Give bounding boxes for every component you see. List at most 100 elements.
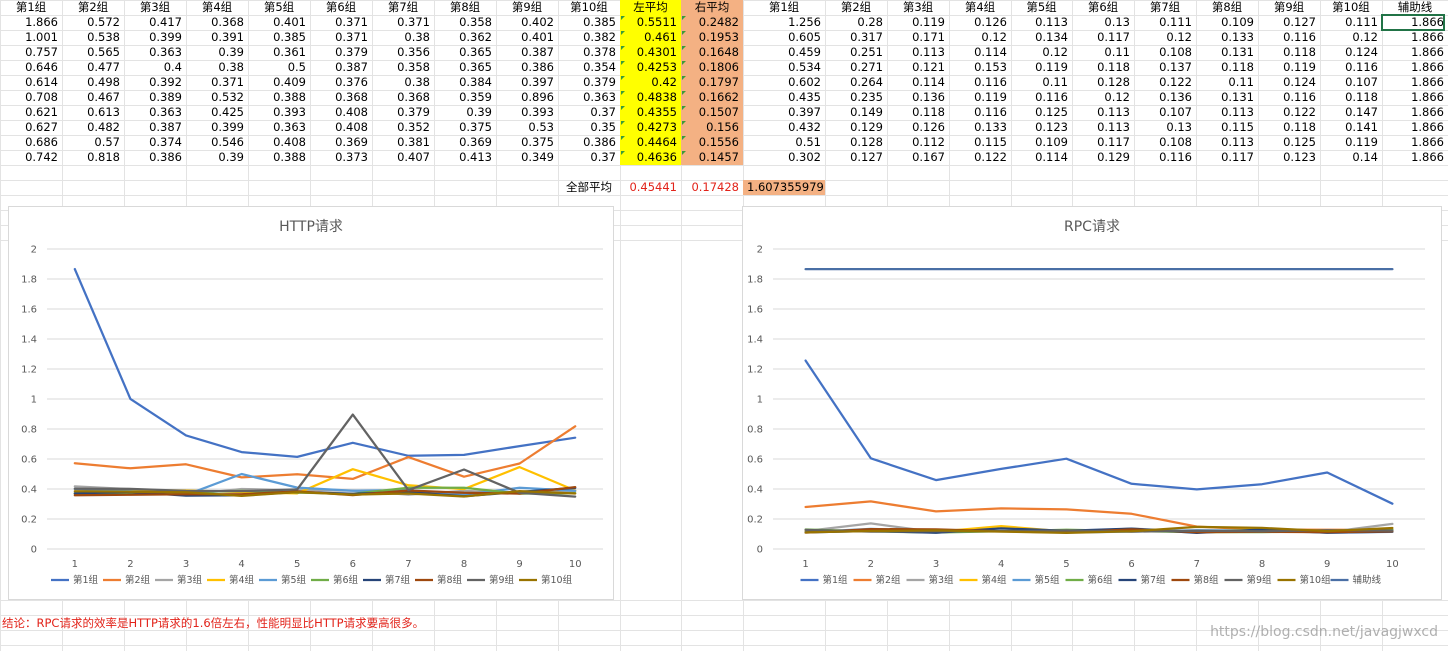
- header-cell[interactable]: 第8组: [449, 0, 481, 14]
- data-cell[interactable]: 0.614: [25, 75, 58, 89]
- data-cell[interactable]: 0.4464: [620, 135, 681, 150]
- data-cell[interactable]: 0.407: [397, 150, 430, 164]
- data-cell[interactable]: 0.114: [974, 45, 1007, 59]
- data-cell[interactable]: 0.112: [912, 135, 945, 149]
- data-cell[interactable]: 0.128: [850, 135, 883, 149]
- data-cell[interactable]: 0.53: [528, 120, 554, 134]
- data-cell[interactable]: 0.1662: [681, 90, 743, 105]
- data-cell[interactable]: 0.117: [1097, 30, 1130, 44]
- data-cell[interactable]: 0.368: [335, 90, 368, 104]
- header-cell[interactable]: 第3组: [139, 0, 171, 14]
- data-cell[interactable]: 0.546: [211, 135, 244, 149]
- series-line[interactable]: [73, 267, 577, 459]
- data-cell[interactable]: 0.38: [404, 75, 430, 89]
- data-cell[interactable]: 0.153: [974, 60, 1007, 74]
- data-cell[interactable]: 0.5511: [620, 15, 681, 30]
- header-cell[interactable]: 第2组: [77, 0, 109, 14]
- data-cell[interactable]: 0.116: [974, 75, 1007, 89]
- data-cell[interactable]: 0.107: [1159, 105, 1192, 119]
- data-cell[interactable]: 0.621: [25, 105, 58, 119]
- data-cell[interactable]: 0.461: [620, 30, 681, 45]
- data-cell[interactable]: 0.118: [1283, 120, 1316, 134]
- data-cell[interactable]: 0.532: [211, 90, 244, 104]
- data-cell[interactable]: 0.646: [25, 60, 58, 74]
- summary-left-average[interactable]: 0.45441: [629, 180, 677, 194]
- data-cell[interactable]: 0.354: [583, 60, 616, 74]
- data-cell[interactable]: 0.393: [521, 105, 554, 119]
- data-cell[interactable]: 0.13: [1104, 15, 1130, 29]
- data-cell[interactable]: 0.708: [25, 90, 58, 104]
- data-cell[interactable]: 1.866: [1411, 150, 1444, 164]
- data-cell[interactable]: 0.349: [521, 150, 554, 164]
- data-cell[interactable]: 0.368: [397, 90, 430, 104]
- header-cell[interactable]: 第6组: [1087, 0, 1119, 14]
- data-cell[interactable]: 0.114: [912, 75, 945, 89]
- data-cell[interactable]: 0.235: [850, 90, 883, 104]
- data-cell[interactable]: 0.119: [912, 15, 945, 29]
- data-cell[interactable]: 0.4273: [620, 120, 681, 135]
- header-cell[interactable]: 左平均: [620, 0, 681, 15]
- data-cell[interactable]: 0.365: [459, 45, 492, 59]
- data-cell[interactable]: 0.818: [87, 150, 120, 164]
- data-cell[interactable]: 0.116: [1345, 60, 1378, 74]
- data-cell[interactable]: 0.387: [335, 60, 368, 74]
- data-cell[interactable]: 1.001: [25, 30, 58, 44]
- data-cell[interactable]: 0.369: [459, 135, 492, 149]
- data-cell[interactable]: 0.57: [94, 135, 120, 149]
- data-cell[interactable]: 0.459: [788, 45, 821, 59]
- data-cell[interactable]: 0.386: [149, 150, 182, 164]
- header-cell[interactable]: 右平均: [681, 0, 743, 15]
- data-cell[interactable]: 0.128: [1097, 75, 1130, 89]
- data-cell[interactable]: 0.12: [1042, 45, 1068, 59]
- data-cell[interactable]: 0.302: [788, 150, 821, 164]
- rpc-chart[interactable]: RPC请求 0 0.2 0.4 0.6 0.8 1 1.2 1.4 1.6 1.8 2 1 2 3 4 5 6 7 8…: [742, 206, 1442, 600]
- data-cell[interactable]: 0.116: [1283, 30, 1316, 44]
- data-cell[interactable]: 0.408: [335, 105, 368, 119]
- data-cell[interactable]: 0.477: [87, 60, 120, 74]
- data-cell[interactable]: 0.358: [397, 60, 430, 74]
- data-cell[interactable]: 1.866: [1411, 105, 1444, 119]
- data-cell[interactable]: 0.379: [335, 45, 368, 59]
- data-cell[interactable]: 0.565: [87, 45, 120, 59]
- data-cell[interactable]: 0.408: [273, 135, 306, 149]
- data-cell[interactable]: 0.413: [459, 150, 492, 164]
- data-cell[interactable]: 0.4355: [620, 105, 681, 120]
- data-cell[interactable]: 0.12: [1352, 30, 1378, 44]
- data-cell[interactable]: 1.866: [1411, 30, 1444, 44]
- data-cell[interactable]: 0.382: [583, 30, 616, 44]
- data-cell[interactable]: 0.4838: [620, 90, 681, 105]
- data-cell[interactable]: 0.4636: [620, 150, 681, 165]
- header-cell[interactable]: 第7组: [1149, 0, 1181, 14]
- data-cell[interactable]: 0.125: [1283, 135, 1316, 149]
- data-cell[interactable]: 0.602: [788, 75, 821, 89]
- series-line[interactable]: [804, 525, 1394, 535]
- data-cell[interactable]: 0.108: [1159, 45, 1192, 59]
- series-line[interactable]: [804, 359, 1394, 505]
- data-cell[interactable]: 1.866: [1411, 90, 1444, 104]
- data-cell[interactable]: 0.131: [1221, 45, 1254, 59]
- data-cell[interactable]: 0.4301: [620, 45, 681, 60]
- series-line[interactable]: [73, 425, 577, 481]
- data-cell[interactable]: 0.371: [335, 30, 368, 44]
- data-cell[interactable]: 0.2482: [681, 15, 743, 30]
- series-line[interactable]: [73, 413, 577, 498]
- data-cell[interactable]: 0.5: [287, 60, 306, 74]
- data-cell[interactable]: 0.11: [1228, 75, 1254, 89]
- data-cell[interactable]: 0.108: [1159, 135, 1192, 149]
- data-cell[interactable]: 0.171: [912, 30, 945, 44]
- data-cell[interactable]: 0.42: [620, 75, 681, 90]
- data-cell[interactable]: 0.1806: [681, 60, 743, 75]
- data-cell[interactable]: 0.118: [1097, 60, 1130, 74]
- data-cell[interactable]: 0.1507: [681, 105, 743, 120]
- header-cell[interactable]: 第3组: [902, 0, 934, 14]
- header-cell[interactable]: 第5组: [1026, 0, 1057, 14]
- header-cell[interactable]: 第1组: [15, 0, 47, 14]
- data-cell[interactable]: 0.363: [149, 45, 182, 59]
- data-cell[interactable]: 0.37: [590, 150, 616, 164]
- header-cell[interactable]: 第4组: [964, 0, 996, 14]
- data-cell[interactable]: 0.417: [149, 15, 182, 29]
- data-cell[interactable]: 0.686: [25, 135, 58, 149]
- data-cell[interactable]: 0.118: [912, 105, 945, 119]
- data-cell[interactable]: 0.117: [1097, 135, 1130, 149]
- data-cell[interactable]: 0.251: [850, 45, 883, 59]
